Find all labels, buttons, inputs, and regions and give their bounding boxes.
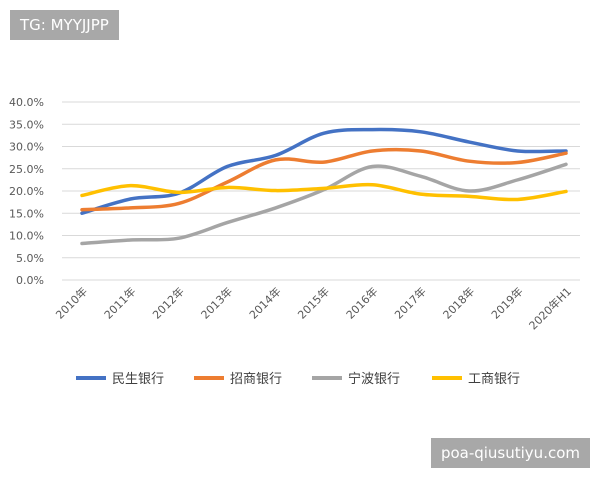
x-tick-label: 2012年	[149, 284, 186, 321]
x-tick-label: 2015年	[295, 284, 332, 321]
series-line	[80, 147, 568, 212]
y-tick-label: 15.0%	[9, 207, 44, 220]
y-tick-label: 40.0%	[9, 96, 44, 109]
legend-label: 宁波银行	[348, 371, 400, 387]
y-tick-label: 35.0%	[9, 118, 44, 131]
y-tick-label: 5.0%	[16, 252, 44, 265]
x-tick-label: 2010年	[53, 284, 90, 321]
legend-label: 招商银行	[230, 372, 282, 387]
x-tick-label: 2014年	[246, 284, 283, 321]
watermark-top-left: TG: MYYJJPP	[10, 10, 119, 40]
series-line	[80, 127, 568, 215]
x-tick-label: 2013年	[198, 284, 235, 321]
legend-label: 民生银行	[112, 372, 164, 387]
x-tick-label: 2020年H1	[526, 284, 574, 332]
y-tick-label: 20.0%	[9, 185, 44, 198]
legend-label: 工商银行	[468, 372, 520, 387]
x-tick-label: 2011年	[101, 284, 138, 321]
y-tick-label: 10.0%	[9, 230, 44, 243]
y-tick-label: 0.0%	[16, 274, 44, 287]
series-line	[80, 162, 568, 246]
watermark-bottom-right: poa-qiusutiyu.com	[430, 438, 590, 468]
x-tick-label: 2017年	[391, 284, 428, 321]
y-tick-label: 25.0%	[9, 163, 44, 176]
series-line	[80, 182, 568, 202]
x-tick-label: 2019年	[488, 284, 525, 321]
x-tick-label: 2018年	[440, 284, 477, 321]
y-tick-label: 30.0%	[9, 141, 44, 154]
x-tick-label: 2016年	[343, 284, 380, 321]
